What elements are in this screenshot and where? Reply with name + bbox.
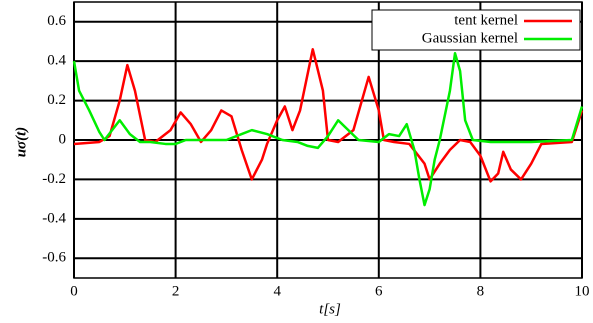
y-tick-label: -0.2 (42, 171, 66, 187)
series-line (73, 48, 584, 183)
x-axis-label: t[s] (319, 301, 341, 317)
y-tick-label: -0.4 (42, 210, 66, 226)
x-tick-label: 8 (477, 283, 485, 299)
plot-frame (73, 1, 583, 279)
x-tick-label: 10 (575, 283, 590, 299)
y-tick-label: 0.4 (47, 53, 66, 69)
x-tick-label: 6 (375, 283, 383, 299)
y-tick-label: 0.2 (47, 92, 66, 108)
y-tick-label: 0 (59, 131, 67, 147)
x-tick-label: 0 (70, 283, 78, 299)
legend-label: Gaussian kernel (422, 30, 518, 46)
y-tick-label: 0.6 (47, 13, 66, 29)
series-line (72, 52, 584, 207)
y-axis-label: uσ(t) (13, 127, 29, 158)
x-tick-label: 4 (273, 283, 281, 299)
x-tick-label: 2 (172, 283, 180, 299)
y-tick-label: -0.6 (42, 250, 66, 266)
legend-box (371, 9, 581, 51)
legend-label: tent kernel (454, 12, 518, 28)
